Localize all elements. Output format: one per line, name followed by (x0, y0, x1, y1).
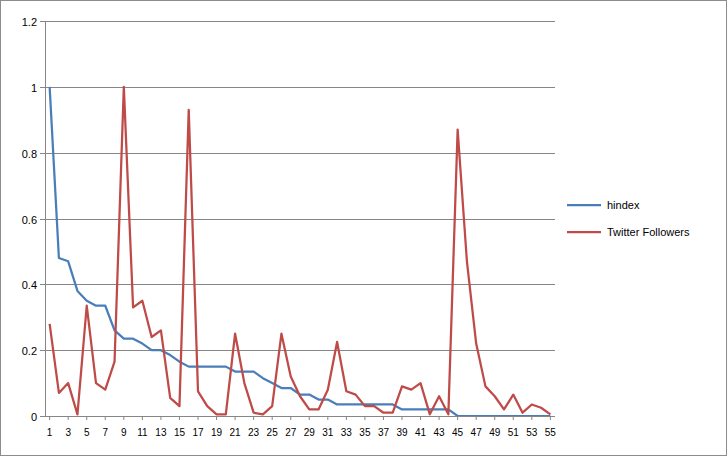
y-tick-label: 0.4 (22, 279, 37, 291)
x-tick-label: 25 (267, 427, 279, 438)
grid-line (45, 219, 555, 220)
x-tick (160, 416, 161, 420)
x-tick (457, 416, 458, 420)
x-tick (235, 416, 236, 420)
x-tick-label: 23 (248, 427, 260, 438)
chart-frame (1, 1, 727, 456)
x-tick (86, 416, 87, 420)
x-tick-label: 37 (378, 427, 390, 438)
x-tick-label: 55 (545, 427, 557, 438)
y-tick-label: 0.8 (22, 148, 37, 160)
legend-label: Twitter Followers (607, 226, 690, 238)
x-tick-label: 7 (102, 427, 108, 438)
x-tick-label: 41 (415, 427, 427, 438)
x-tick-label: 11 (137, 427, 148, 438)
x-tick (105, 416, 106, 420)
x-tick (290, 416, 291, 420)
x-tick-labels: 1357911131517192123252729313335373941434… (47, 416, 557, 438)
y-tick (40, 350, 45, 351)
y-tick-label: 0.6 (22, 214, 37, 226)
x-tick (198, 416, 199, 420)
legend-swatch (567, 231, 601, 233)
x-tick (309, 416, 310, 420)
x-tick (142, 416, 143, 420)
y-tick-label: 1 (31, 82, 37, 94)
grid-line (45, 21, 555, 22)
y-tick (40, 416, 45, 417)
x-tick (68, 416, 69, 420)
x-tick (550, 416, 551, 420)
y-tick (40, 87, 45, 88)
y-axis (45, 21, 46, 416)
y-tick (40, 284, 45, 285)
x-tick (49, 416, 50, 420)
x-tick-label: 33 (341, 427, 353, 438)
series-line (50, 87, 551, 416)
x-tick (494, 416, 495, 420)
x-tick-label: 5 (84, 427, 90, 438)
legend-label: hindex (607, 199, 640, 211)
y-grid (40, 22, 555, 417)
x-tick-label: 13 (155, 427, 167, 438)
x-tick-label: 49 (489, 427, 501, 438)
x-tick-label: 3 (65, 427, 71, 438)
x-tick (402, 416, 403, 420)
x-tick-label: 27 (285, 427, 297, 438)
x-tick (420, 416, 421, 420)
grid-line (45, 87, 555, 88)
grid-line (45, 284, 555, 285)
x-tick (327, 416, 328, 420)
plot-area (50, 87, 551, 416)
x-axis (45, 416, 555, 417)
y-tick (40, 219, 45, 220)
x-tick-label: 15 (174, 427, 186, 438)
chart: 00.20.40.60.811.213579111315171921232527… (0, 0, 727, 456)
x-tick (346, 416, 347, 420)
x-tick-label: 31 (322, 427, 334, 438)
x-tick-label: 39 (396, 427, 408, 438)
x-tick-label: 43 (434, 427, 446, 438)
grid-line (45, 416, 555, 417)
legend: hindex Twitter Followers (567, 199, 690, 238)
x-tick-label: 1 (47, 427, 53, 438)
x-tick (179, 416, 180, 420)
x-tick (364, 416, 365, 420)
x-tick-label: 21 (230, 427, 242, 438)
y-tick-labels: 0 0.2 0.4 0.6 0.8 1 1.2 (22, 16, 37, 423)
y-tick (40, 21, 45, 22)
y-tick-label: 1.2 (22, 16, 37, 28)
x-tick-label: 53 (526, 427, 538, 438)
legend-swatch (567, 204, 601, 206)
x-tick-label: 19 (211, 427, 223, 438)
x-tick-label: 29 (304, 427, 316, 438)
x-tick (531, 416, 532, 420)
x-tick-label: 47 (471, 427, 483, 438)
y-tick-label: 0.2 (22, 345, 37, 357)
x-tick (123, 416, 124, 420)
x-tick (253, 416, 254, 420)
x-tick (216, 416, 217, 420)
x-tick (383, 416, 384, 420)
x-tick (439, 416, 440, 420)
x-tick-label: 9 (121, 427, 127, 438)
x-tick-label: 35 (359, 427, 371, 438)
y-tick (40, 153, 45, 154)
x-tick (272, 416, 273, 420)
x-tick-label: 51 (508, 427, 520, 438)
x-tick (476, 416, 477, 420)
x-tick (513, 416, 514, 420)
x-tick-label: 45 (452, 427, 464, 438)
series-line (50, 87, 551, 415)
y-tick-label: 0 (31, 411, 37, 423)
x-tick-label: 17 (192, 427, 204, 438)
